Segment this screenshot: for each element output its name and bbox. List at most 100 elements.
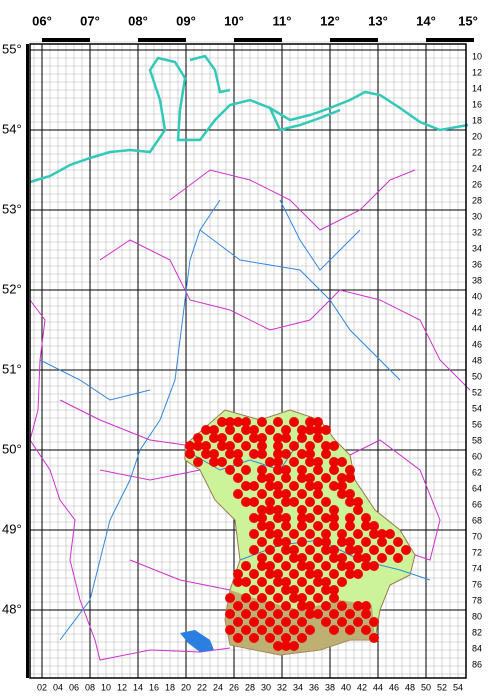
longitude-label: 14°: [416, 13, 436, 28]
occurrence-dot: [289, 529, 299, 539]
occurrence-dot: [353, 497, 363, 507]
occurrence-dot: [329, 593, 339, 603]
row-label: 16: [472, 99, 482, 109]
occurrence-dot: [265, 521, 275, 531]
row-label: 42: [472, 307, 482, 317]
occurrence-dot: [337, 617, 347, 627]
occurrence-dot: [313, 481, 323, 491]
occurrence-dot: [345, 497, 355, 507]
occurrence-dot: [337, 481, 347, 491]
occurrence-dot: [329, 513, 339, 523]
latitude-label: 49°: [2, 521, 22, 536]
occurrence-dot: [225, 609, 235, 619]
column-label: 32: [277, 682, 287, 692]
occurrence-dot: [225, 441, 235, 451]
occurrence-dot: [281, 497, 291, 507]
occurrence-dot: [233, 633, 243, 643]
occurrence-dot: [297, 553, 307, 563]
column-label: 40: [341, 682, 351, 692]
occurrence-dot: [305, 449, 315, 459]
occurrence-layer: [185, 417, 411, 651]
occurrence-dot: [257, 537, 267, 547]
occurrence-dot: [273, 513, 283, 523]
occurrence-dot: [321, 545, 331, 555]
longitude-label: 13°: [368, 13, 388, 28]
occurrence-dot: [281, 465, 291, 475]
occurrence-dot: [313, 465, 323, 475]
coastline: [29, 54, 469, 184]
occurrence-dot: [289, 641, 299, 651]
column-label: 54: [453, 682, 463, 692]
occurrence-dot: [321, 617, 331, 627]
occurrence-dot: [305, 441, 315, 451]
occurrence-dot: [265, 569, 275, 579]
row-label: 72: [472, 547, 482, 557]
occurrence-dot: [249, 569, 259, 579]
occurrence-dot: [321, 425, 331, 435]
occurrence-dot: [361, 521, 371, 531]
occurrence-dot: [393, 553, 403, 563]
column-label: 24: [213, 682, 223, 692]
occurrence-dot: [273, 569, 283, 579]
occurrence-dot: [265, 633, 275, 643]
occurrence-dot: [193, 441, 203, 451]
occurrence-dot: [305, 625, 315, 635]
occurrence-dot: [337, 601, 347, 611]
occurrence-dot: [241, 497, 251, 507]
column-label: 36: [309, 682, 319, 692]
occurrence-dot: [185, 449, 195, 459]
latitude-label: 54°: [2, 121, 22, 136]
occurrence-dot: [273, 441, 283, 451]
occurrence-dot: [313, 433, 323, 443]
occurrence-dot: [321, 513, 331, 523]
row-label: 48: [472, 355, 482, 365]
occurrence-dot: [297, 577, 307, 587]
occurrence-dot: [305, 601, 315, 611]
occurrence-dot: [273, 457, 283, 467]
occurrence-dot: [305, 561, 315, 571]
row-label: 86: [472, 659, 482, 669]
occurrence-dot: [281, 545, 291, 555]
occurrence-dot: [353, 601, 363, 611]
occurrence-dot: [297, 449, 307, 459]
labels: 06° 07° 08° 09° 10° 11° 12° 13° 14° 15° 55° 54° 53° 5…: [2, 13, 482, 692]
occurrence-dot: [281, 489, 291, 499]
occurrence-dot: [345, 465, 355, 475]
occurrence-dot: [337, 561, 347, 571]
row-label: 62: [472, 467, 482, 477]
longitude-label: 06°: [32, 13, 52, 28]
occurrence-dot: [321, 441, 331, 451]
lake: [180, 630, 214, 652]
occurrence-dot: [321, 529, 331, 539]
occurrence-dot: [297, 601, 307, 611]
occurrence-dot: [193, 433, 203, 443]
occurrence-dot: [265, 601, 275, 611]
occurrence-dot: [361, 561, 371, 571]
longitude-label: 15°: [458, 13, 478, 28]
occurrence-dot: [289, 593, 299, 603]
occurrence-dot: [297, 537, 307, 547]
occurrence-dot: [353, 505, 363, 515]
occurrence-dot: [361, 609, 371, 619]
row-label: 58: [472, 435, 482, 445]
occurrence-dot: [209, 425, 219, 435]
occurrence-dot: [297, 593, 307, 603]
column-label: 04: [53, 682, 63, 692]
occurrence-dot: [265, 617, 275, 627]
occurrence-dot: [265, 529, 275, 539]
occurrence-dot: [297, 505, 307, 515]
occurrence-dot: [289, 625, 299, 635]
occurrence-dot: [297, 617, 307, 627]
occurrence-dot: [361, 513, 371, 523]
occurrence-dot: [353, 617, 363, 627]
occurrence-dot: [281, 561, 291, 571]
rivers: [39, 199, 431, 641]
longitude-label: 12°: [320, 13, 340, 28]
occurrence-dot: [281, 641, 291, 651]
occurrence-dot: [321, 561, 331, 571]
row-label: 44: [472, 323, 482, 333]
occurrence-dot: [297, 489, 307, 499]
occurrence-dot: [345, 545, 355, 555]
occurrence-dot: [241, 625, 251, 635]
occurrence-dot: [329, 569, 339, 579]
